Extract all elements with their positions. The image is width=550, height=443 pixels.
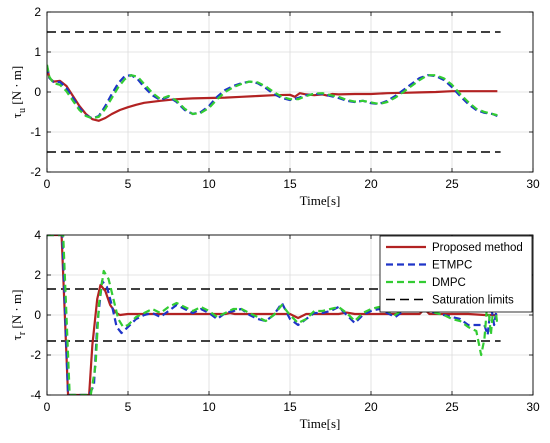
y-tick-label: 1 [34,45,41,59]
legend-label: DMPC [432,277,466,289]
y-tick-label: -1 [30,125,41,139]
x-axis-title: Time[s] [300,193,341,208]
legend-label: Proposed method [432,242,523,254]
y-tick-label: -2 [30,348,41,362]
y-tick-label: -4 [30,388,41,402]
y-axis-title: τu [N · m] [9,66,28,118]
series-line-dmpc [47,235,499,395]
x-tick-label: 15 [283,177,297,191]
x-tick-label: 25 [445,177,459,191]
y-tick-label: 2 [34,268,41,282]
legend-label: ETMPC [432,260,472,272]
x-tick-label: 5 [125,177,132,191]
chart-panel-2: 0 5 10 15 20 25 30 -4 -2 0 2 4 Time[s] τr [N · m] Prop… [9,228,540,431]
x-tick-label: 5 [125,400,132,414]
x-tick-label: 15 [283,400,297,414]
y-tick-label: 0 [34,308,41,322]
y-axis-title: τr [N · m] [9,290,28,341]
chart-panel-1: 0 5 10 15 20 25 30 -2 -1 0 1 2 Time[s] τu [N · m] [9,5,540,208]
series-line-proposed-method [47,66,498,122]
x-axis-title: Time[s] [300,416,341,431]
y-tick-label: 4 [34,228,41,242]
x-tick-label: 0 [44,400,51,414]
legend-label: Saturation limits [432,295,514,307]
series-line-dmpc [47,64,498,120]
x-tick-label: 10 [202,400,216,414]
y-tick-label: 0 [34,85,41,99]
x-tick-label: 30 [526,400,540,414]
x-tick-label: 20 [364,400,378,414]
y-tick-label: 2 [34,5,41,19]
y-tick-label: -2 [30,165,41,179]
legend: Proposed method ETMPC DMPC Saturation limit… [379,235,533,313]
x-tick-label: 30 [526,177,540,191]
x-tick-label: 0 [44,177,51,191]
x-tick-label: 25 [445,400,459,414]
x-tick-label: 20 [364,177,378,191]
x-tick-label: 10 [202,177,216,191]
series-line-proposed-method [47,235,498,395]
